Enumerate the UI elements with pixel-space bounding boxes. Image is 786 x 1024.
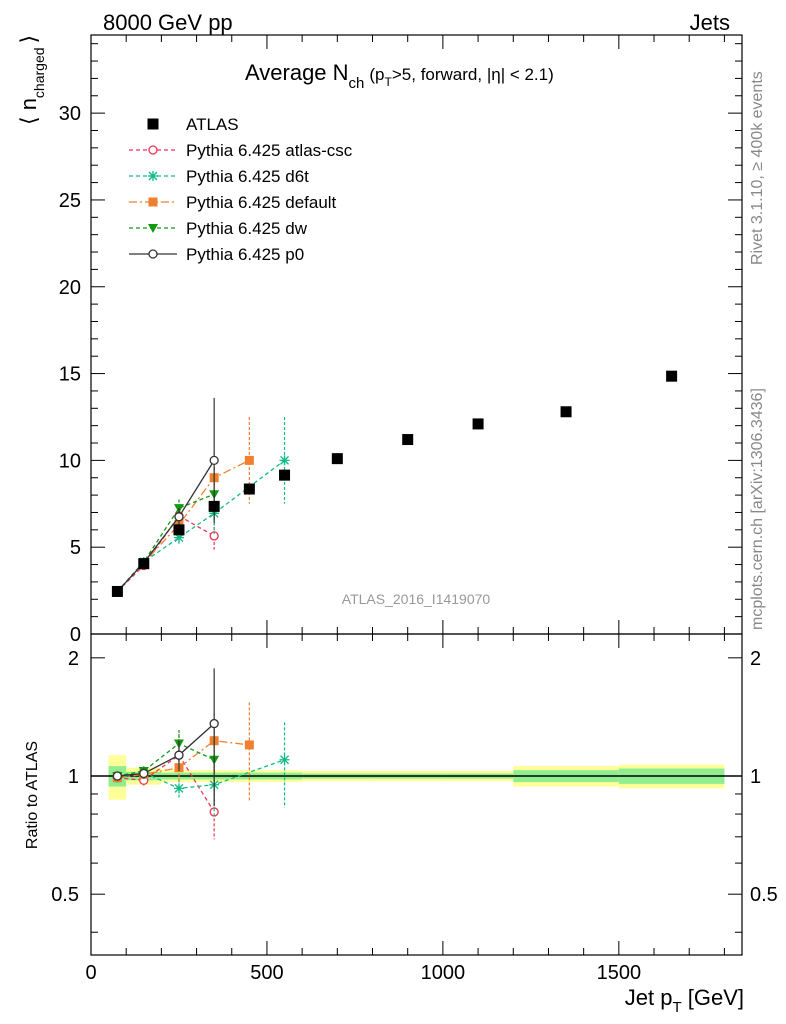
legend-entry-1: Pythia 6.425 d6t (129, 167, 309, 186)
xlabel-main: Jet p (625, 985, 673, 1010)
legend-label: Pythia 6.425 p0 (186, 245, 304, 264)
series-line (116, 459, 285, 592)
series-3 (112, 468, 220, 597)
top-plot-area: 0 5 10 15 20 25 30 (59, 34, 743, 646)
y-tick-label: 15 (59, 364, 81, 386)
legend-label: Pythia 6.425 default (186, 193, 337, 212)
atlas-point (111, 585, 123, 597)
chart-title: Average Nch (pT>5, forward, |η| < 2.1) (245, 60, 554, 92)
legend-entry-2: Pythia 6.425 default (129, 193, 337, 212)
legend-marker (147, 118, 159, 130)
atlas-point (402, 434, 414, 446)
ratio-point (174, 750, 184, 760)
ratio-atlas-point (112, 771, 123, 781)
x-tick-label: 1000 (421, 962, 466, 984)
rivet-version-text: Rivet 3.1.10, ≥ 400k events (749, 71, 766, 265)
top-ylabel-sub: charged (31, 47, 47, 98)
legend-label: Pythia 6.425 d6t (186, 167, 309, 186)
data-point (244, 455, 254, 465)
ratio-y-tick-label-right: 1 (750, 766, 761, 788)
legend-label: Pythia 6.425 atlas-csc (186, 141, 353, 160)
title-rest2: >5, forward, |η| < 2.1) (392, 65, 554, 84)
ratio-y-tick-label-right: 2 (750, 648, 761, 670)
x-tick-label: 500 (250, 962, 283, 984)
y-tick-label: 20 (59, 277, 81, 299)
title-rest: (p (369, 65, 384, 84)
legend-marker (148, 145, 158, 155)
data-point (173, 532, 184, 543)
series-line (116, 493, 215, 592)
legend: ATLAS Pythia 6.425 atlas-csc Pythia 6.425 … (129, 115, 353, 264)
series-line (116, 460, 215, 592)
series-4 (112, 397, 219, 597)
atlas-point (666, 370, 678, 382)
data-point (279, 455, 290, 466)
atlas-point (138, 558, 150, 570)
atlas-data (111, 370, 678, 597)
ratio-frame (90, 633, 743, 956)
ratio-ylabel: Ratio to ATLAS (24, 741, 41, 849)
y-tick-label: 30 (59, 103, 81, 125)
legend-entry-4: Pythia 6.425 p0 (129, 245, 304, 264)
top-ylabel: ⟨ ncharged ⟩ (16, 35, 47, 125)
y-tick-label: 0 (70, 624, 81, 646)
data-point (209, 455, 219, 466)
mcplots-text: mcplots.cern.ch [arXiv:1306.3436] (749, 388, 766, 630)
ratio-line (117, 723, 215, 777)
title-sub: ch (349, 75, 365, 92)
ratio-y-tick-label-right: 0.5 (750, 884, 778, 906)
y-tick-label: 25 (59, 190, 81, 212)
x-tick-label: 1500 (597, 962, 642, 984)
y-tick-label: 5 (70, 537, 81, 559)
analysis-watermark: ATLAS_2016_I1419070 (342, 591, 491, 607)
ratio-series-4 (112, 668, 219, 806)
ratio-line (117, 742, 215, 777)
header-left: 8000 GeV pp (103, 10, 233, 35)
top-ylabel-main: ⟨ n (16, 98, 41, 125)
top-ylabel-close: ⟩ (16, 35, 41, 44)
title-main: Average N (245, 60, 349, 85)
title-rest-sub: T (385, 75, 393, 89)
xlabel-rest: [GeV] (682, 985, 744, 1010)
ratio-point (173, 783, 184, 794)
legend-entry-0: Pythia 6.425 atlas-csc (129, 141, 353, 160)
atlas-point (173, 524, 185, 536)
x-axis-label: Jet pT [GeV] (625, 985, 744, 1016)
atlas-point (560, 406, 572, 418)
ratio-series-3 (112, 729, 220, 796)
ratio-point (139, 768, 149, 779)
legend-marker (148, 224, 158, 233)
legend-marker (148, 249, 158, 259)
ratio-point (279, 754, 290, 765)
ratio-line (117, 740, 250, 779)
data-point (174, 512, 184, 522)
ratio-y-tick-label: 1 (68, 766, 79, 788)
x-tick-label: 0 (85, 962, 96, 984)
legend-label: Pythia 6.425 dw (186, 219, 308, 238)
series-line (116, 459, 250, 592)
atlas-point (472, 418, 484, 430)
legend-marker (148, 171, 158, 181)
legend-entry-atlas: ATLAS (147, 115, 239, 134)
series-0 (112, 508, 219, 597)
ratio-point (244, 740, 254, 750)
atlas-point (279, 469, 291, 481)
atlas-point (243, 483, 255, 495)
legend-marker (148, 197, 158, 207)
legend-label: ATLAS (186, 115, 239, 134)
legend-entry-3: Pythia 6.425 dw (129, 219, 308, 238)
ratio-y-tick-label: 2 (68, 648, 79, 670)
ratio-plot-area: 0 500 1000 1500 0.5 0.5 1 1 2 2 (51, 633, 778, 984)
atlas-point (331, 453, 343, 465)
xlabel-sub: T (672, 999, 681, 1016)
ratio-point (209, 718, 219, 729)
ratio-y-tick-label: 0.5 (51, 884, 79, 906)
y-tick-label: 10 (59, 450, 81, 472)
header-right: Jets (690, 10, 730, 35)
data-point (209, 531, 219, 541)
atlas-point (208, 500, 220, 512)
